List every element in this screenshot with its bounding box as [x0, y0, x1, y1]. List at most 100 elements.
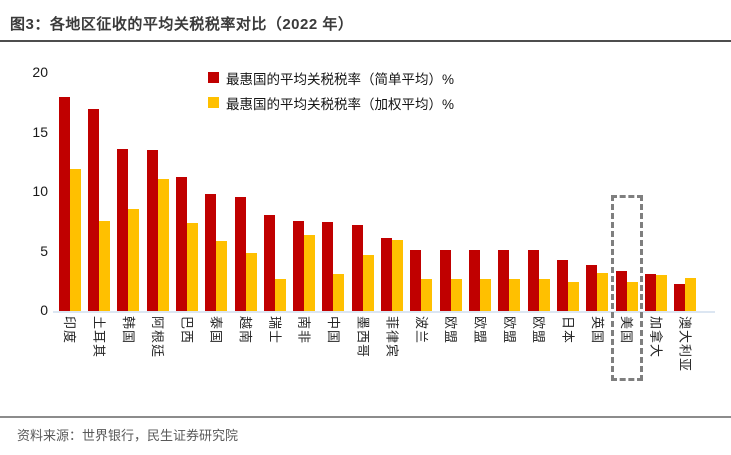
x-tick-label: 澳大利亚	[677, 316, 693, 373]
y-tick-label: 5	[40, 242, 48, 259]
bar	[469, 250, 481, 311]
bar-group	[407, 73, 436, 311]
x-label-slot: 巴西	[172, 316, 201, 344]
x-tick-label: 波兰	[413, 316, 429, 345]
bar	[685, 277, 697, 311]
y-tick-label: 0	[40, 302, 48, 318]
y-tick-label: 10	[32, 183, 48, 199]
x-tick-label: 中国	[325, 316, 341, 345]
x-tick-label: 瑞士	[267, 316, 283, 345]
bar	[69, 169, 81, 311]
bar	[186, 222, 198, 311]
bar	[421, 278, 433, 311]
x-tick-label: 泰国	[208, 316, 224, 345]
x-tick-label: 土耳其	[91, 316, 107, 359]
bar	[556, 259, 568, 311]
x-label-slot: 印度	[55, 316, 84, 344]
bar-group	[524, 73, 553, 311]
x-label-slot: 土耳其	[84, 316, 113, 358]
x-tick-label: 美国	[619, 316, 635, 345]
x-label-slot: 韩国	[114, 316, 143, 344]
bar	[234, 196, 246, 311]
x-label-slot: 加拿大	[641, 316, 670, 358]
legend-label-weighted: 最惠国的平均关税税率（加权平均）%	[226, 96, 455, 112]
x-tick-label: 阿根廷	[150, 316, 166, 359]
x-label-slot: 阿根廷	[143, 316, 172, 358]
bar	[128, 208, 140, 311]
figure-title: 图3：各地区征收的平均关税税率对比（2022 年）	[10, 16, 354, 33]
legend-item-simple: 最惠国的平均关税税率（简单平均）%	[208, 65, 454, 90]
bar	[626, 282, 638, 311]
bar	[263, 214, 275, 311]
x-label-slot: 欧盟	[436, 316, 465, 344]
bar-group	[114, 73, 143, 311]
bar	[245, 252, 257, 311]
bar	[304, 234, 316, 311]
bar	[392, 239, 404, 311]
legend-swatch-weighted-icon	[208, 97, 219, 108]
x-label-slot: 澳大利亚	[671, 316, 700, 372]
bar	[175, 176, 187, 311]
x-label-slot: 日本	[553, 316, 582, 344]
bar	[597, 272, 609, 311]
x-label-slot: 欧盟	[465, 316, 494, 344]
x-label-slot: 泰国	[202, 316, 231, 344]
source-divider	[0, 416, 731, 418]
bar	[586, 264, 598, 311]
x-tick-label: 巴西	[179, 316, 195, 345]
bar	[439, 250, 451, 311]
x-tick-label: 欧盟	[501, 316, 517, 345]
bar-group	[260, 73, 289, 311]
plot-area	[55, 73, 700, 311]
y-tick-label: 15	[32, 123, 48, 140]
x-label-slot: 波兰	[407, 316, 436, 344]
bar	[567, 282, 579, 311]
x-tick-label: 南非	[296, 316, 312, 345]
bar-group	[55, 73, 84, 311]
bar	[146, 150, 158, 311]
bar	[498, 250, 510, 311]
highlight-box-us	[610, 195, 643, 381]
x-tick-label: 印度	[62, 316, 78, 345]
bar-group	[290, 73, 319, 311]
bar	[98, 220, 110, 311]
bar	[538, 278, 550, 311]
bar-group	[612, 73, 641, 311]
bar-group	[348, 73, 377, 311]
bar	[117, 149, 129, 311]
bar	[58, 96, 70, 311]
bar-group	[172, 73, 201, 311]
bar-group	[553, 73, 582, 311]
bar	[655, 275, 667, 311]
y-tick-label: 20	[32, 64, 48, 80]
bar	[157, 178, 169, 311]
x-tick-label: 越南	[238, 316, 254, 345]
bar	[333, 274, 345, 311]
x-label-slot: 美国	[612, 316, 641, 344]
legend-item-weighted: 最惠国的平均关税税率（加权平均）%	[208, 90, 454, 115]
x-tick-label: 欧盟	[531, 316, 547, 345]
x-tick-label: 菲律宾	[384, 316, 400, 359]
bar	[87, 108, 99, 311]
bar	[450, 278, 462, 311]
x-tick-label: 欧盟	[443, 316, 459, 345]
bar	[410, 250, 422, 311]
bar	[644, 274, 656, 311]
bar	[480, 278, 492, 311]
bar	[274, 278, 286, 311]
x-label-slot: 欧盟	[495, 316, 524, 344]
source-note: 资料来源：世界银行，民生证券研究院	[17, 428, 239, 443]
title-divider	[0, 40, 731, 42]
bar	[527, 250, 539, 311]
legend: 最惠国的平均关税税率（简单平均）% 最惠国的平均关税税率（加权平均）%	[208, 65, 454, 115]
bar-group	[202, 73, 231, 311]
bar-group	[319, 73, 348, 311]
bar-group	[84, 73, 113, 311]
x-label-slot: 瑞士	[260, 316, 289, 344]
bar-group	[495, 73, 524, 311]
x-label-slot: 菲律宾	[377, 316, 406, 358]
x-tick-label: 加拿大	[648, 316, 664, 359]
x-tick-label: 墨西哥	[355, 316, 371, 359]
x-axis-labels: 印度 土耳其 韩国 阿根廷 巴西 泰国 越南 瑞士 南非 中国 墨西哥 菲律宾 波兰 欧盟 欧盟 欧盟 欧盟 日本…	[55, 316, 700, 372]
